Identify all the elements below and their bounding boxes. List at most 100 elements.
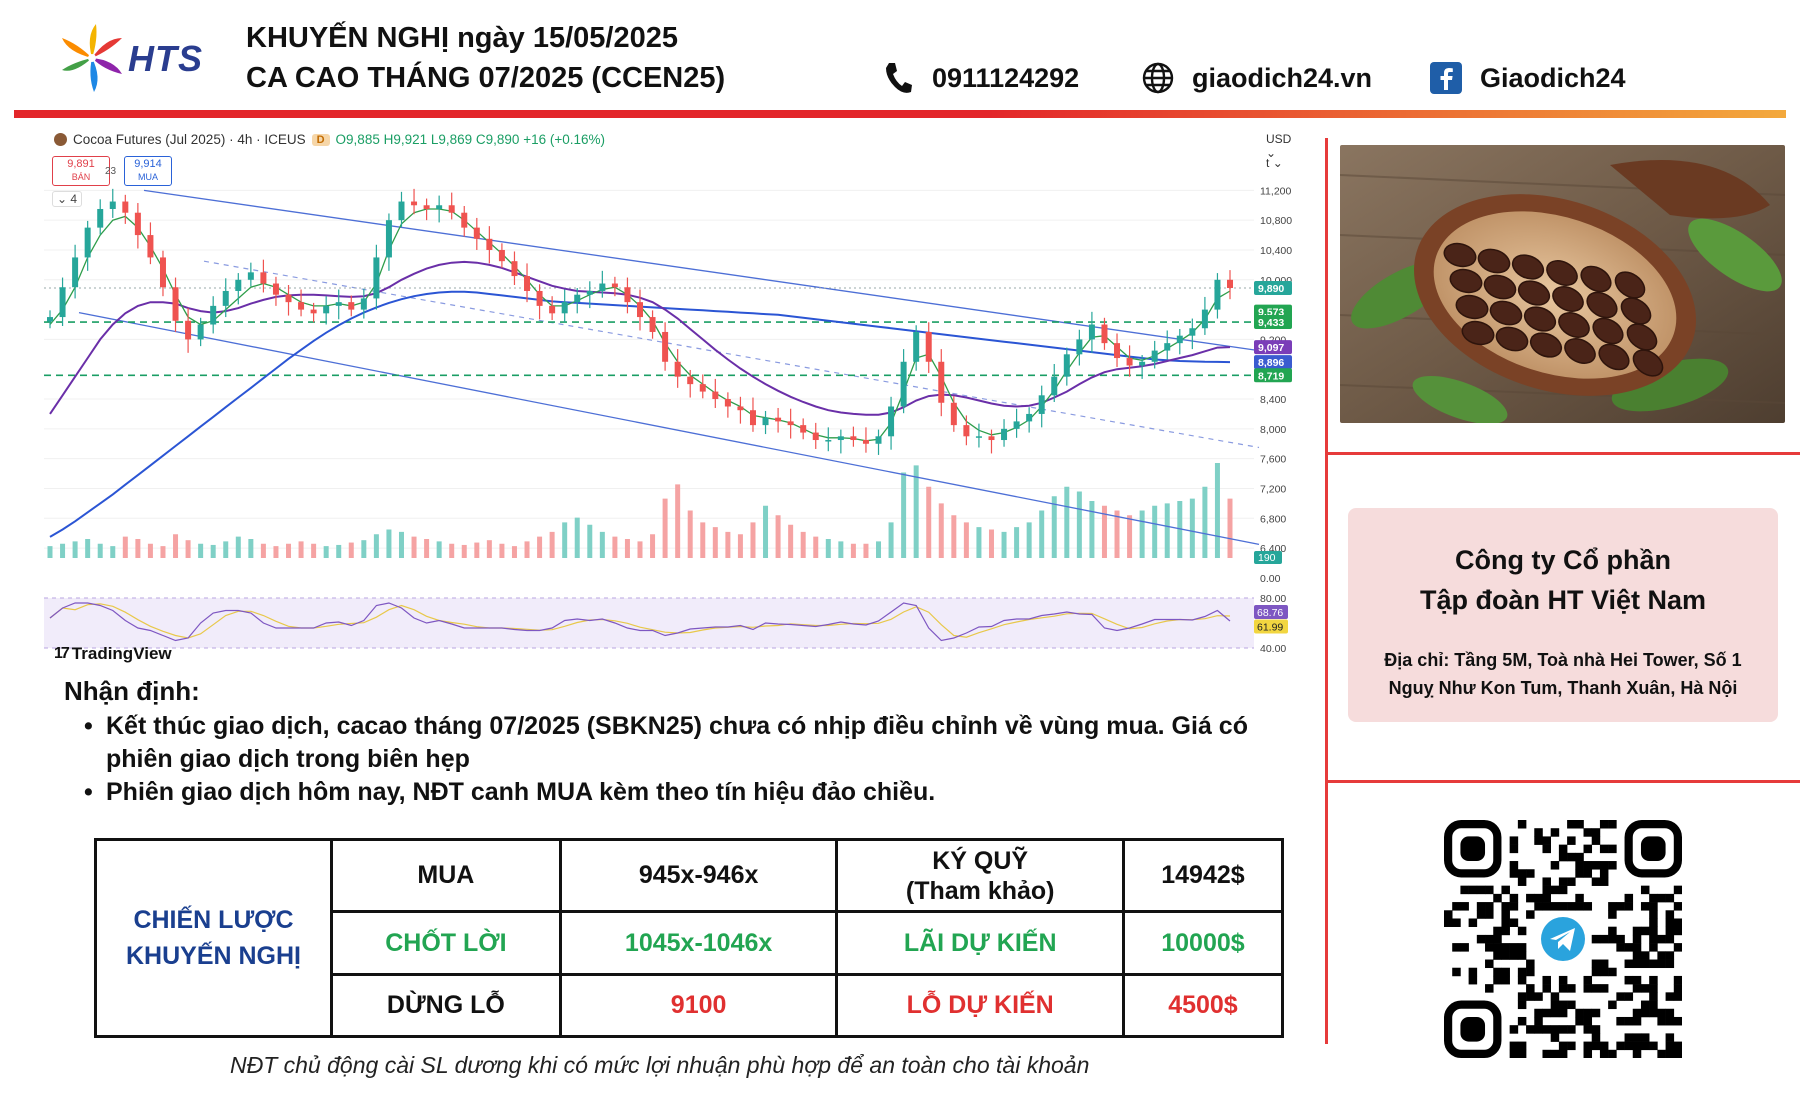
qr-module xyxy=(1517,1000,1527,1010)
rsi-signal-badge xyxy=(1254,619,1288,634)
volume-bar xyxy=(788,524,794,558)
qr-module xyxy=(1591,1041,1601,1051)
qr-module xyxy=(1542,893,1551,903)
qr-module xyxy=(1517,877,1527,886)
expected-profit-label: LÃI DỰ KIẾN xyxy=(835,910,1125,976)
qr-module xyxy=(1526,959,1535,969)
qr-module xyxy=(1485,902,1494,911)
volume-bar xyxy=(286,543,292,558)
currency-select[interactable]: USD ⌄ xyxy=(1266,132,1304,160)
volume-zero-label: 0.00 xyxy=(1260,573,1281,585)
contact-facebook[interactable]: Giaodich24 xyxy=(1428,60,1626,96)
price-chart[interactable]: 11,20010,80010,40010,0009,2008,4008,0007… xyxy=(44,128,1304,668)
price-label-badge xyxy=(1254,368,1292,383)
candle-body xyxy=(348,302,355,310)
candle-body xyxy=(536,290,543,306)
qr-module xyxy=(1665,926,1675,936)
y-tick-label: 8,400 xyxy=(1260,394,1286,406)
candle-body xyxy=(737,406,744,411)
qr-module xyxy=(1583,1016,1593,1026)
candle-body xyxy=(599,283,606,291)
candle-body xyxy=(925,331,932,362)
volume-bar xyxy=(1127,515,1133,558)
volume-bar xyxy=(725,531,731,558)
qr-module xyxy=(1501,951,1510,960)
qr-module xyxy=(1665,918,1675,927)
indicator-toggle[interactable]: ⌄ 4 xyxy=(52,191,83,207)
buy-button[interactable]: 9,914 MUA xyxy=(124,156,172,186)
volume-bar xyxy=(737,534,743,558)
volume-bar xyxy=(876,541,882,558)
volume-bar xyxy=(976,527,982,558)
volume-bar xyxy=(461,544,467,558)
qr-module xyxy=(1517,951,1527,960)
column-divider xyxy=(1325,138,1328,1044)
margin-value: 14942$ xyxy=(1121,837,1285,914)
qr-module xyxy=(1583,984,1593,993)
qr-module xyxy=(1649,926,1658,936)
qr-module xyxy=(1608,910,1617,919)
qr-module xyxy=(1665,1049,1675,1058)
volume-bar xyxy=(1152,505,1158,558)
volume-bar xyxy=(323,546,329,558)
volume-bar xyxy=(110,546,116,558)
qr-module xyxy=(1616,992,1625,1001)
qr-module xyxy=(1665,1033,1675,1042)
hts-logo-icon xyxy=(62,24,122,92)
telegram-qr-code[interactable] xyxy=(1444,820,1682,1058)
qr-module xyxy=(1632,934,1642,944)
expected-loss-value: 4500$ xyxy=(1121,972,1285,1039)
candle-body xyxy=(109,201,116,209)
qr-module xyxy=(1649,984,1658,993)
volume-bar xyxy=(825,539,831,558)
volume-bar xyxy=(135,539,141,558)
qr-module xyxy=(1542,902,1551,911)
qr-module xyxy=(1517,967,1527,977)
qr-module xyxy=(1583,869,1593,878)
candle-body xyxy=(1139,361,1146,366)
candle-body xyxy=(1114,343,1121,359)
sell-button[interactable]: 9,891 BÁN xyxy=(52,156,110,186)
qr-module xyxy=(1526,967,1535,977)
chart-canvas[interactable]: 11,20010,80010,40010,0009,2008,4008,0007… xyxy=(44,128,1304,668)
qr-module xyxy=(1583,1008,1593,1018)
candle-body xyxy=(812,432,819,441)
candle-body xyxy=(147,235,154,258)
qr-module xyxy=(1468,975,1478,985)
qr-module xyxy=(1665,1016,1675,1026)
qr-module xyxy=(1534,828,1543,837)
candle-body xyxy=(159,257,166,288)
qr-module xyxy=(1509,1041,1519,1051)
contact-website[interactable]: giaodich24.vn xyxy=(1140,60,1372,96)
contact-phone[interactable]: 0911124292 xyxy=(880,60,1079,96)
qr-module xyxy=(1665,1041,1675,1051)
globe-icon xyxy=(1140,60,1176,96)
qr-module xyxy=(1608,1049,1617,1058)
qr-module xyxy=(1649,1008,1658,1018)
qr-module xyxy=(1558,844,1568,854)
candle-body xyxy=(837,436,844,441)
qr-module xyxy=(1608,820,1617,829)
candle-body xyxy=(1151,350,1158,362)
qr-module xyxy=(1575,902,1584,911)
candle-body xyxy=(611,283,618,288)
qr-module xyxy=(1591,836,1601,845)
qr-module xyxy=(1640,1008,1650,1018)
qr-module xyxy=(1599,984,1609,993)
qr-module xyxy=(1509,861,1519,870)
page-title-date: KHUYẾN NGHỊ ngày 15/05/2025 xyxy=(246,22,678,54)
candle-body xyxy=(674,361,681,377)
qr-module xyxy=(1640,959,1650,969)
qr-module xyxy=(1501,975,1510,985)
qr-module xyxy=(1632,926,1642,936)
qr-module xyxy=(1460,943,1469,952)
qr-module xyxy=(1575,893,1584,903)
candle-body xyxy=(486,238,493,250)
take-profit-action: CHỐT LỜI xyxy=(330,910,562,976)
strategy-label-line2: KHUYẾN NGHỊ xyxy=(125,942,301,970)
qr-module xyxy=(1624,1041,1634,1051)
volume-bar xyxy=(1039,510,1045,558)
qr-module xyxy=(1649,1000,1658,1010)
scale-select[interactable]: t ⌄ xyxy=(1266,156,1283,170)
analysis-heading: Nhận định: xyxy=(64,676,200,706)
